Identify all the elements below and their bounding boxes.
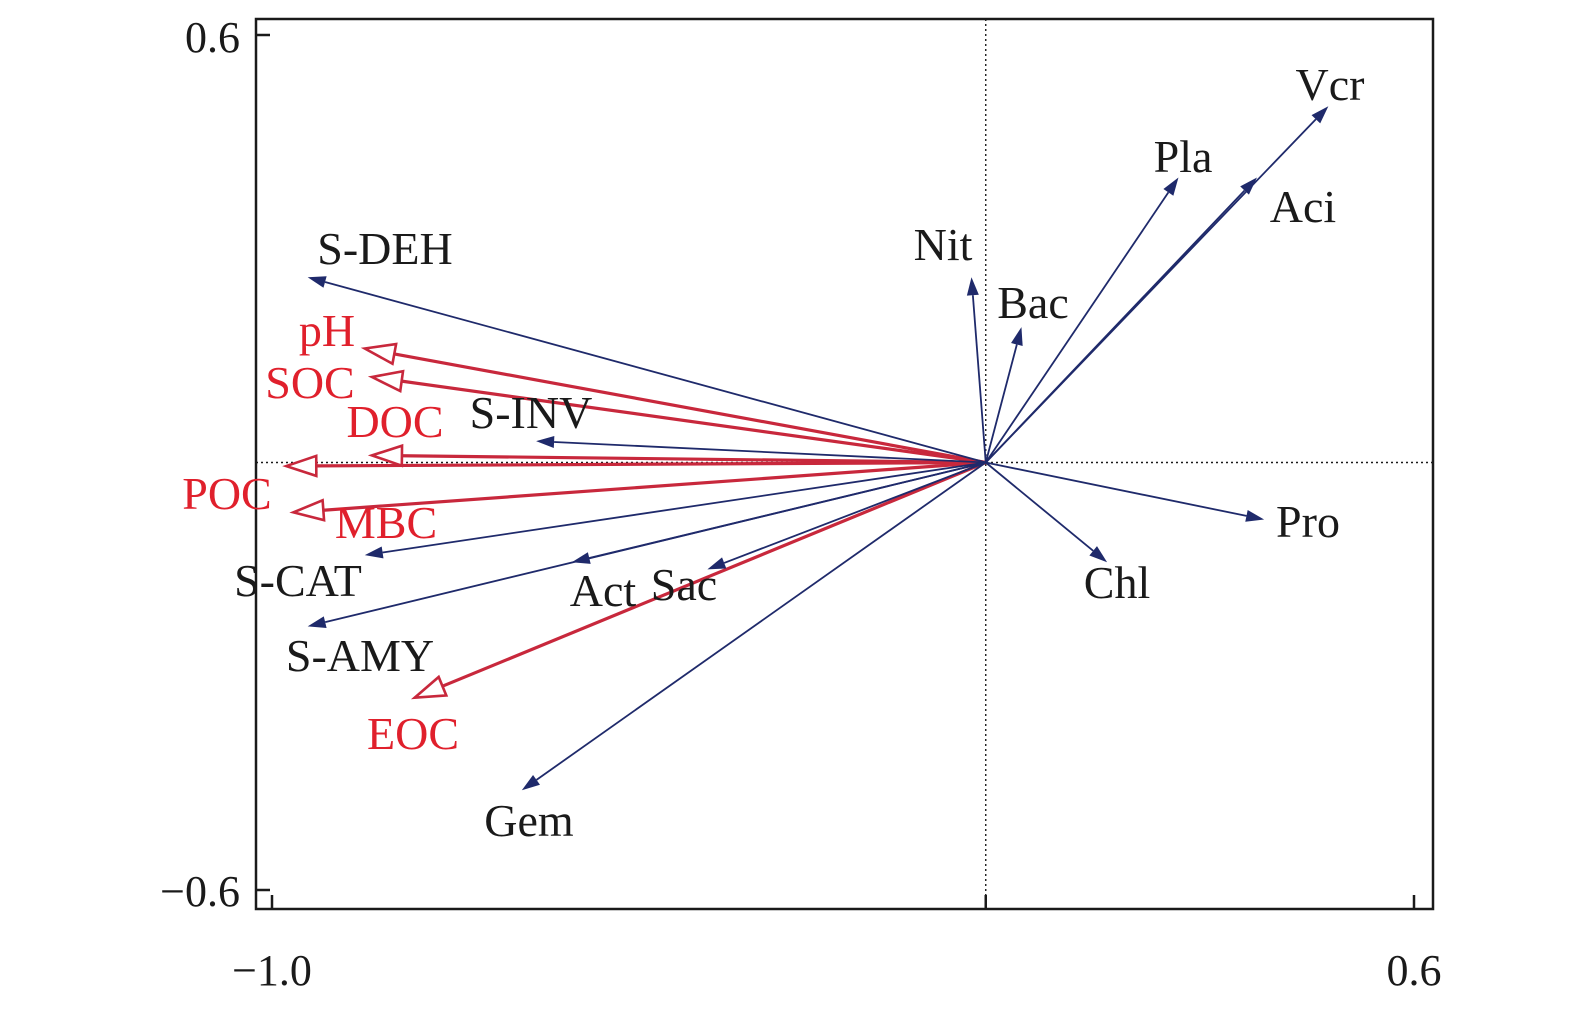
x-tick-label-left: −1.0 <box>232 946 312 995</box>
species-label-gem: Gem <box>484 795 574 846</box>
env-label-ph: pH <box>299 305 355 356</box>
env-arrow-line-ph <box>394 352 987 465</box>
species-label-bac: Bac <box>997 277 1069 328</box>
species-arrow-line-gem <box>535 461 987 781</box>
env-arrowhead-doc <box>367 443 404 468</box>
species-label-s-deh: S-DEH <box>317 223 452 274</box>
species-arrowhead-act <box>571 552 591 564</box>
species-arrowhead-vcr <box>1311 106 1329 124</box>
env-arrow-line-mbc <box>323 460 986 512</box>
species-arrowhead-aci <box>1240 177 1257 195</box>
arrow-labels: Vcr Pla Aci Nit Bac Pro Chl S-DEH S-INV S-CAT S-AM… <box>182 59 1364 846</box>
species-arrow-line-nit <box>971 295 987 463</box>
env-label-soc: SOC <box>265 357 354 408</box>
env-arrowhead-ph <box>360 342 398 366</box>
species-arrowhead-gem <box>521 774 540 791</box>
species-arrow-line-sac <box>723 461 987 564</box>
species-label-s-inv: S-INV <box>470 387 593 438</box>
plot-frame <box>254 17 1435 911</box>
species-arrowhead-s-cat <box>364 546 384 559</box>
species-arrow-line-act <box>589 461 986 559</box>
species-arrowhead-pla <box>1163 177 1179 196</box>
env-label-poc: POC <box>182 468 271 519</box>
species-arrowhead-bac <box>1011 327 1023 347</box>
species-label-vcr: Vcr <box>1296 59 1365 110</box>
y-tick-label-top: 0.6 <box>185 13 240 62</box>
species-arrowhead-sac <box>707 557 727 570</box>
species-arrow-line-s-inv <box>554 441 986 464</box>
species-label-s-amy: S-AMY <box>286 630 434 681</box>
env-arrowhead-soc <box>367 369 405 394</box>
species-arrow-line-aci <box>985 189 1246 464</box>
env-label-eoc: EOC <box>367 708 459 759</box>
species-label-pro: Pro <box>1276 496 1340 547</box>
species-arrowhead-nit <box>966 277 979 296</box>
env-arrowhead-mbc <box>289 498 326 522</box>
species-arrowhead-s-inv <box>536 435 555 448</box>
env-label-doc: DOC <box>346 396 443 447</box>
species-arrow-line-bac <box>984 344 1018 463</box>
env-label-mbc: MBC <box>335 497 437 548</box>
y-tick-label-bottom: −0.6 <box>160 867 240 916</box>
species-arrow-line-s-cat <box>382 461 986 554</box>
env-arrow-line-doc <box>401 454 986 465</box>
species-label-s-cat: S-CAT <box>234 555 362 606</box>
species-label-pla: Pla <box>1154 131 1213 182</box>
env-arrowhead-eoc <box>410 674 449 700</box>
species-arrow-line-pro <box>985 461 1247 517</box>
x-tick-label-right: 0.6 <box>1387 946 1442 995</box>
species-arrowhead-chl <box>1089 546 1108 563</box>
species-arrowhead-pro <box>1245 510 1265 522</box>
axis-ticks <box>256 33 1416 909</box>
species-label-act: Act <box>570 565 637 616</box>
species-label-aci: Aci <box>1270 181 1336 232</box>
species-arrow-line-pla <box>985 191 1170 464</box>
species-arrowhead-s-amy <box>307 616 327 628</box>
species-label-sac: Sac <box>651 559 717 610</box>
environment-arrows <box>282 342 987 700</box>
env-arrow-line-eoc <box>441 461 987 688</box>
species-arrows <box>307 106 1329 791</box>
species-arrow-line-s-deh <box>324 281 986 464</box>
species-arrow-line-chl <box>985 461 1094 552</box>
env-arrow-line-soc <box>401 379 986 465</box>
env-arrowhead-poc <box>282 454 318 478</box>
env-arrow-line-poc <box>316 460 986 468</box>
species-label-nit: Nit <box>914 219 973 270</box>
species-arrowhead-s-deh <box>307 276 327 288</box>
species-label-chl: Chl <box>1084 557 1150 608</box>
